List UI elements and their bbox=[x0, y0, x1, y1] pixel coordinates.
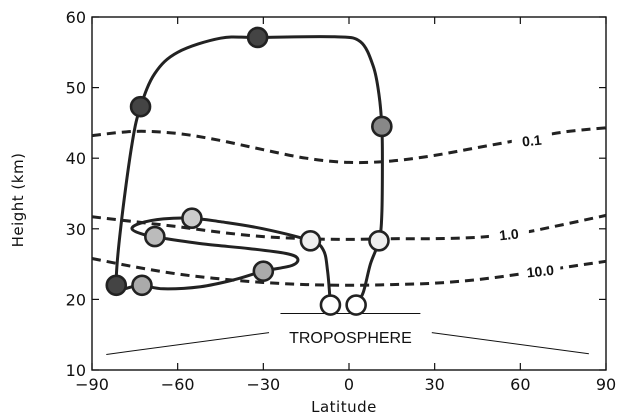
y-tick-label: 40 bbox=[66, 149, 86, 168]
contour-line bbox=[91, 213, 607, 241]
x-tick-label: −60 bbox=[161, 375, 195, 394]
contour-label-bg bbox=[520, 261, 561, 280]
troposphere-label: TROPOSPHERE bbox=[289, 330, 412, 347]
y-tick-label: 50 bbox=[66, 79, 86, 98]
trajectory-marker bbox=[131, 274, 153, 297]
contour-label: 0.1 bbox=[521, 132, 542, 150]
contour-label-bg bbox=[511, 130, 552, 149]
contour-label: 10.0 bbox=[526, 262, 555, 281]
trajectory-marker bbox=[246, 26, 269, 49]
trajectory-marker bbox=[299, 230, 322, 252]
trajectory-marker bbox=[252, 260, 275, 282]
contour-label: 1.0 bbox=[498, 225, 519, 243]
trajectory-marker bbox=[181, 207, 203, 230]
y-tick-label: 60 bbox=[66, 8, 86, 27]
x-tick-label: 0 bbox=[344, 375, 354, 394]
x-tick-label: 90 bbox=[596, 375, 616, 394]
x-axis-title: Latitude bbox=[311, 398, 377, 415]
trajectory-marker bbox=[371, 115, 393, 138]
y-axis-title: Height (km) bbox=[9, 153, 27, 248]
trajectory-marker bbox=[105, 274, 128, 297]
trajectory-marker bbox=[345, 294, 367, 316]
x-tick-label: −30 bbox=[246, 375, 280, 394]
contour-line bbox=[91, 257, 607, 287]
contour-line bbox=[91, 126, 607, 165]
contour-label-bg bbox=[488, 224, 529, 243]
trajectory-marker bbox=[319, 294, 342, 316]
x-tick-label: 30 bbox=[424, 375, 444, 394]
tropopause-line bbox=[431, 332, 589, 355]
tropopause-line bbox=[106, 332, 270, 355]
trajectory-marker bbox=[368, 230, 390, 252]
y-tick-label: 10 bbox=[66, 361, 86, 380]
y-tick-label: 30 bbox=[66, 220, 86, 239]
trajectory-marker bbox=[144, 225, 166, 248]
axes-frame bbox=[91, 16, 607, 371]
x-tick-label: −90 bbox=[75, 375, 109, 394]
y-tick-label: 20 bbox=[66, 290, 86, 309]
x-tick-label: 60 bbox=[510, 375, 530, 394]
trajectory-marker bbox=[129, 95, 152, 118]
trajectory-line bbox=[114, 35, 384, 306]
plot-area: −90 −60 −30 0 30 60 90 10 20 30 40 50 60 0.1 1.0 10.0 TR… bbox=[66, 8, 617, 394]
